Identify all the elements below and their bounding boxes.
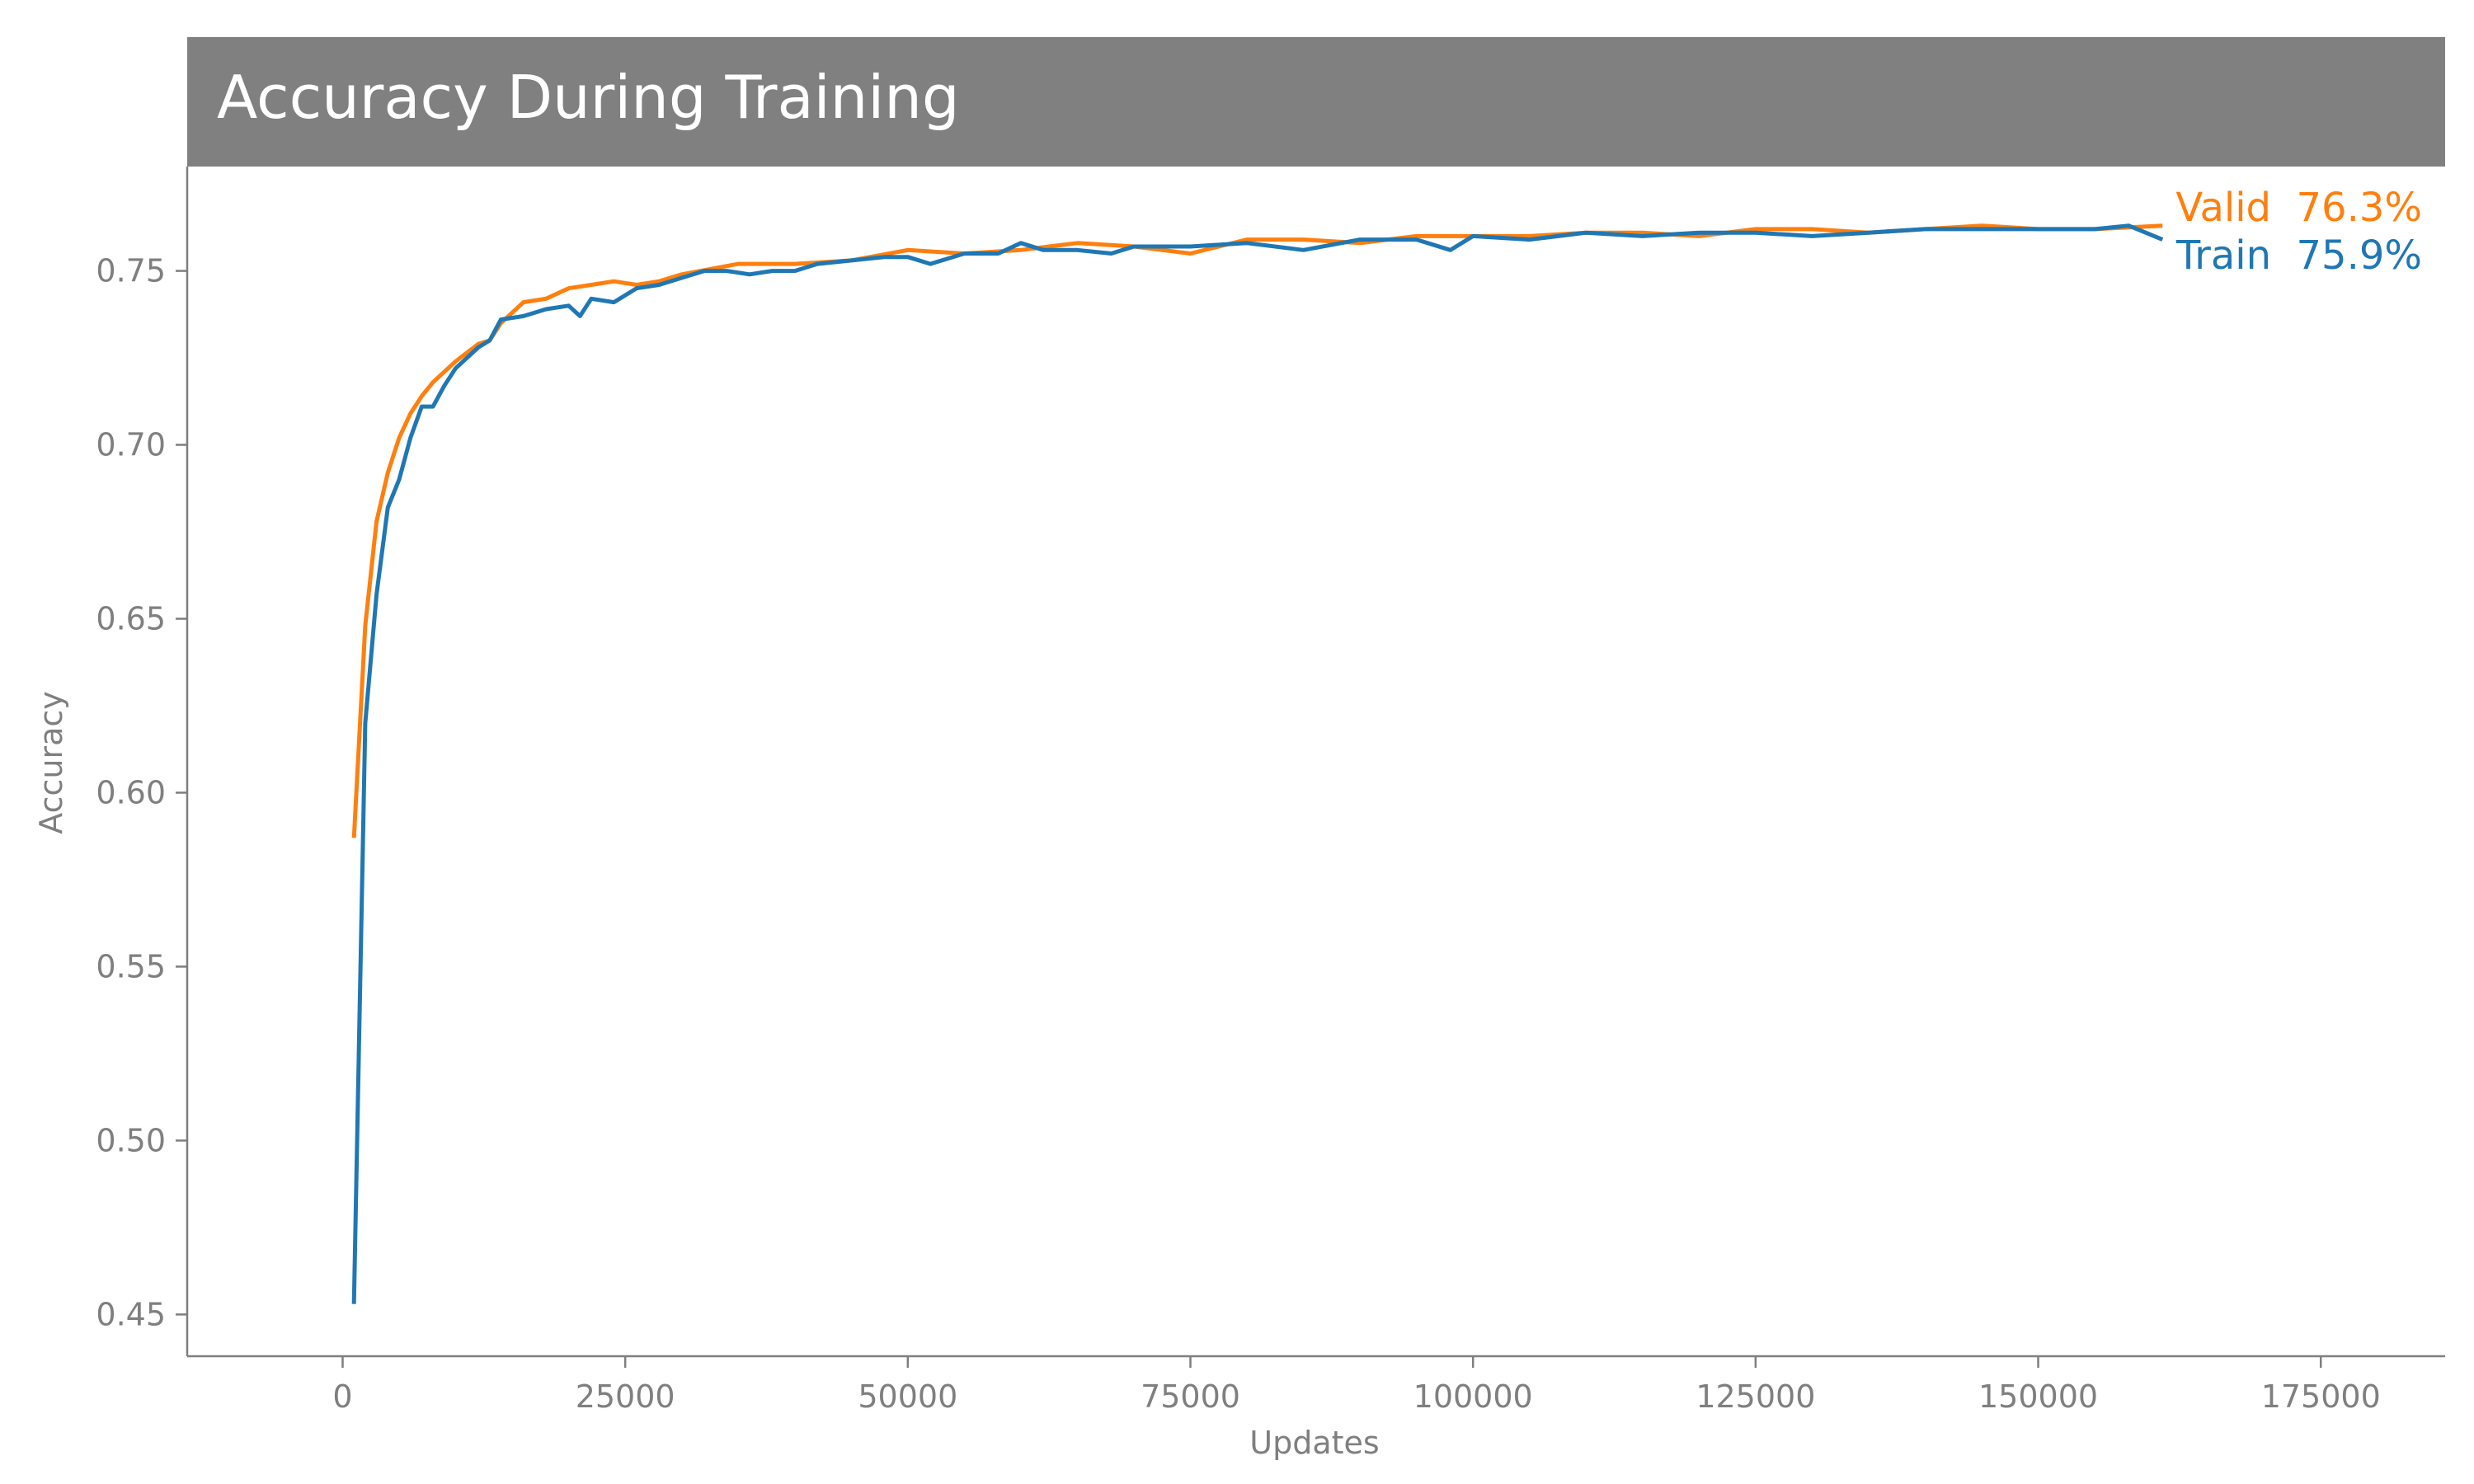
x-tick-label: 50000 (858, 1378, 957, 1415)
axes (186, 167, 2445, 1358)
y-tick-label: 0.65 (96, 601, 166, 637)
y-tick-label: 0.75 (96, 253, 166, 289)
title-band (187, 37, 2445, 167)
x-tick-label: 175000 (2261, 1378, 2381, 1415)
x-tick-label: 100000 (1413, 1378, 1533, 1415)
y-axis-title: Accuracy (33, 691, 69, 834)
y-ticks: 0.45 0.50 0.55 0.60 0.65 0.70 0.75 (96, 253, 187, 1332)
valid-end-label: Valid 76.3% (2175, 185, 2422, 231)
chart-title: Accuracy During Training (217, 63, 960, 132)
x-tick-label: 75000 (1141, 1378, 1240, 1415)
x-tick-label: 25000 (576, 1378, 675, 1415)
x-axis-title: Updates (1249, 1425, 1379, 1461)
x-tick-label: 125000 (1696, 1378, 1815, 1415)
series-line-valid (351, 223, 2163, 838)
y-tick-label: 0.60 (96, 774, 166, 810)
x-tick-label: 0 (332, 1378, 352, 1415)
y-tick-label: 0.70 (96, 427, 166, 463)
x-tick-label: 150000 (1978, 1378, 2098, 1415)
series-line-train (351, 223, 2164, 1304)
series-lines (351, 223, 2164, 1304)
x-ticks: 0 25000 50000 75000 100000 125000 150000 175000 (332, 1356, 2381, 1415)
train-end-label: Train 75.9% (2175, 232, 2422, 279)
y-tick-label: 0.45 (96, 1296, 166, 1332)
y-tick-label: 0.50 (96, 1122, 166, 1158)
y-tick-label: 0.55 (96, 948, 166, 984)
